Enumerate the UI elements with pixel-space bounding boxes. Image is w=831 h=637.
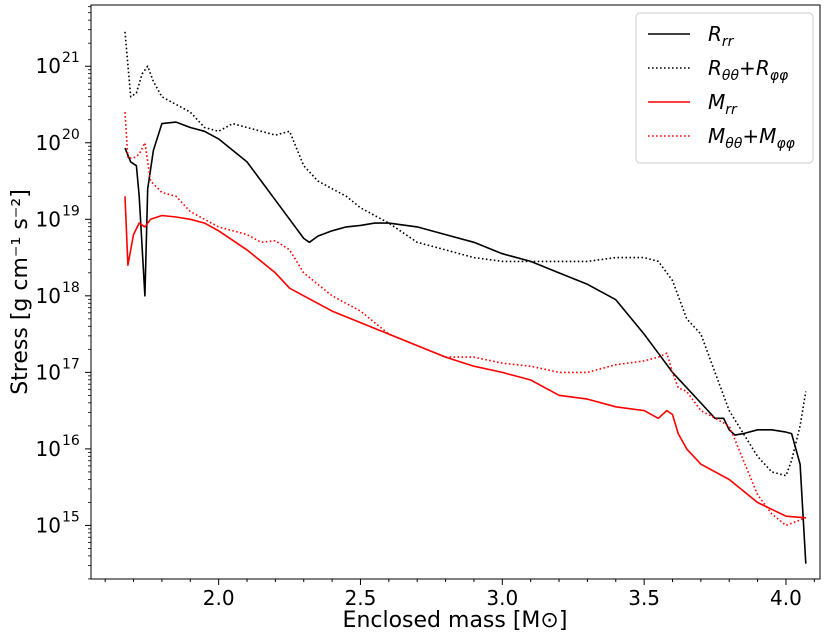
y-tick-label: 10 — [36, 54, 61, 78]
legend-label-3: Mrr — [708, 90, 738, 118]
y-tick-exponent: 16 — [62, 433, 80, 449]
legend-box — [635, 12, 814, 164]
y-tick-exponent: 20 — [62, 127, 80, 143]
y-tick-label: 10 — [36, 207, 61, 231]
y-tick-exponent: 15 — [62, 509, 80, 525]
legend-label-4: Mθθ+Mφφ — [708, 124, 796, 152]
y-tick-exponent: 21 — [62, 50, 80, 66]
series-line-1 — [124, 121, 807, 564]
x-tick-label: 4.0 — [770, 586, 802, 610]
x-tick-label: 3.0 — [486, 586, 518, 610]
y-tick-label: 10 — [36, 360, 61, 384]
y-tick-label: 10 — [36, 284, 61, 308]
plot-frame — [90, 4, 821, 580]
series-line-2 — [124, 31, 807, 477]
y-axis-label: Stress [g cm⁻¹ s⁻²] — [8, 189, 33, 395]
y-tick-exponent: 18 — [62, 280, 80, 296]
series-line-4 — [124, 112, 807, 527]
series-layer — [124, 31, 807, 564]
y-tick-label: 10 — [36, 513, 61, 537]
y-tick-exponent: 17 — [62, 356, 80, 372]
x-tick-label: 2.5 — [345, 586, 377, 610]
x-tick-label: 2.0 — [203, 586, 235, 610]
legend-label-2: Rθθ+Rφφ — [708, 56, 789, 84]
x-tick-label: 3.5 — [628, 586, 660, 610]
legend: Rrr Rθθ+Rφφ Mrr Mθθ+Mφφ — [635, 12, 814, 164]
legend-label-1: Rrr — [708, 22, 735, 50]
y-tick-label: 10 — [36, 437, 61, 461]
y-tick-label: 10 — [36, 131, 61, 155]
x-axis: 2.0 2.5 3.0 3.5 4.0 — [104, 579, 815, 610]
y-tick-exponent: 19 — [62, 203, 80, 219]
x-axis-label: Enclosed mass [M⊙] — [343, 608, 568, 633]
